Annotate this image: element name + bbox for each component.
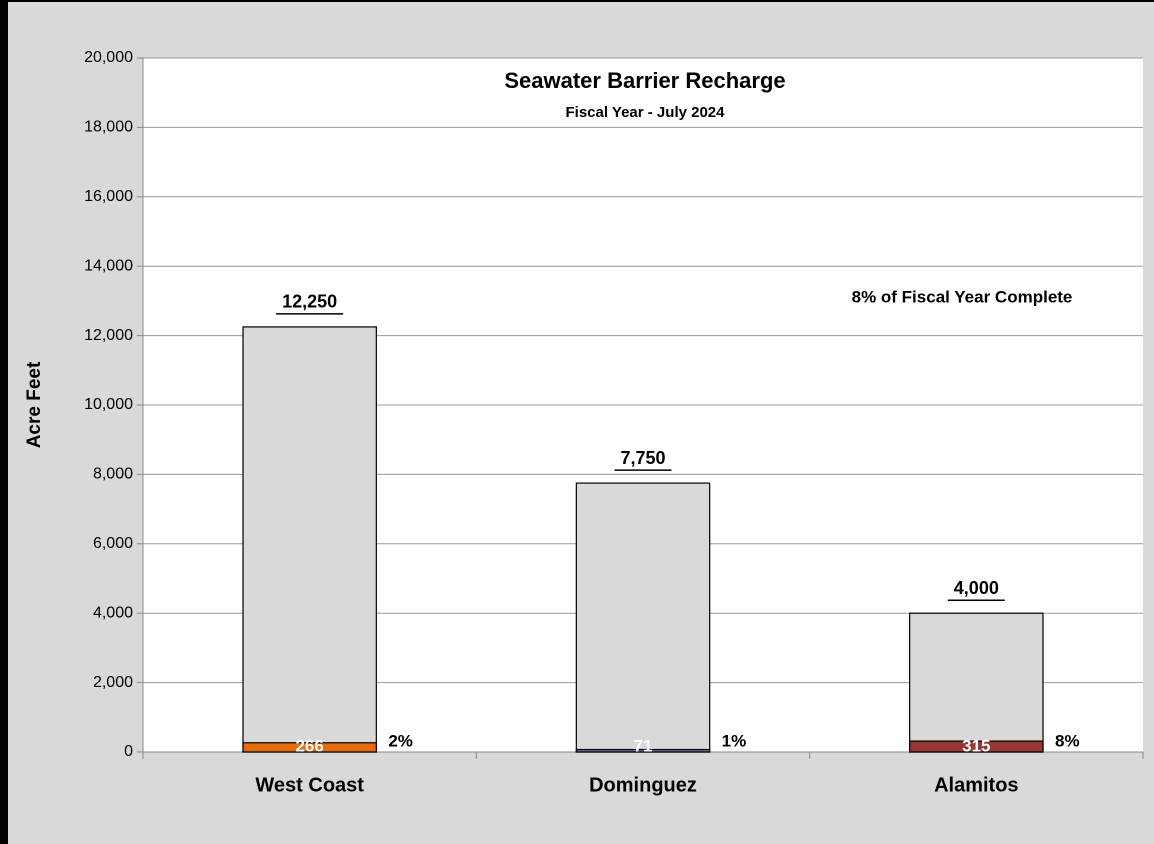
- chart-title: Seawater Barrier Recharge: [504, 68, 785, 93]
- y-tick-label: 14,000: [84, 257, 133, 274]
- percent-label: 8%: [1055, 731, 1080, 750]
- percent-label: 1%: [722, 731, 747, 750]
- y-tick-label: 6,000: [93, 535, 133, 552]
- y-tick-label: 10,000: [84, 396, 133, 413]
- target-value-label: 12,250: [282, 292, 337, 312]
- y-tick-label: 20,000: [84, 49, 133, 66]
- actual-bar: [575, 748, 711, 753]
- y-tick-label: 8,000: [93, 466, 133, 483]
- y-tick-label: 2,000: [93, 674, 133, 691]
- x-tick-label: West Coast: [255, 774, 364, 796]
- actual-value-label: 71: [634, 736, 653, 755]
- y-tick-label: 16,000: [84, 188, 133, 205]
- target-value-label: 4,000: [954, 578, 999, 598]
- actual-bar: [242, 742, 377, 753]
- target-bar: [242, 326, 377, 753]
- y-tick-label: 4,000: [93, 604, 133, 621]
- actual-value-label: 315: [962, 736, 990, 755]
- chart-subtitle: Fiscal Year - July 2024: [565, 104, 725, 121]
- target-value-label: 7,750: [620, 448, 665, 468]
- y-axis-label: Acre Feet: [24, 361, 45, 448]
- y-tick-label: 12,000: [84, 327, 133, 344]
- x-tick-label: Alamitos: [934, 774, 1018, 796]
- y-tick-label: 18,000: [84, 119, 133, 136]
- target-bar: [575, 482, 711, 753]
- percent-label: 2%: [388, 731, 413, 750]
- annotation: 8% of Fiscal Year Complete: [852, 287, 1073, 306]
- y-tick-label: 0: [124, 743, 133, 760]
- actual-value-label: 266: [295, 736, 323, 755]
- target-bar: [909, 612, 1044, 753]
- x-tick-label: Dominguez: [589, 774, 697, 796]
- actual-bar: [909, 740, 1044, 753]
